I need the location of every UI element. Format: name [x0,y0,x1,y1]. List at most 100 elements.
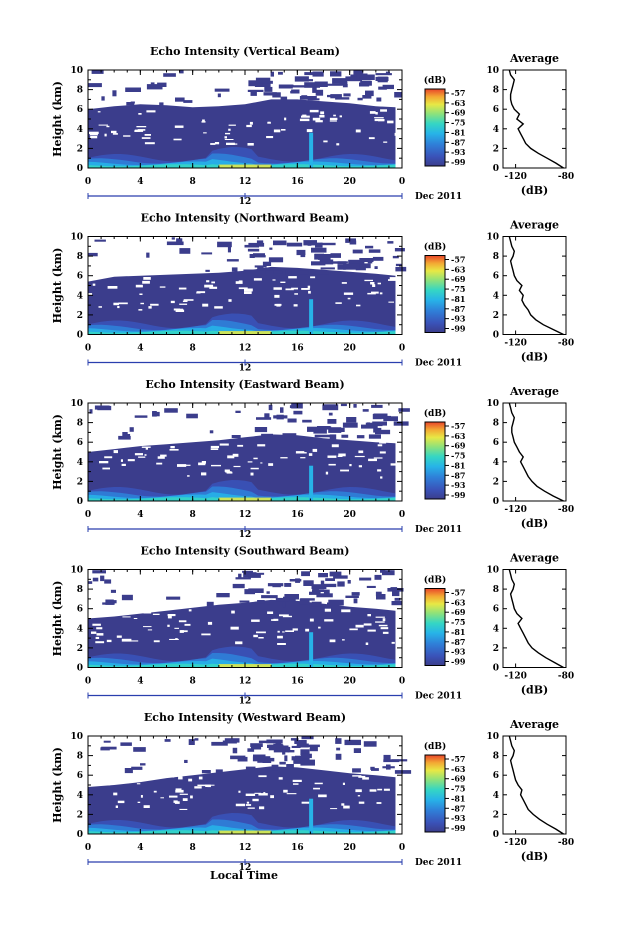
x-tick-label: 16 [291,677,304,687]
colorbar-tick-label: -57 [451,255,465,265]
y-tick-label: 8 [77,252,83,262]
colorbar-tick-label: -99 [451,657,466,667]
colorbar-tick-label: -69 [451,441,466,451]
y-tick-label: 0 [77,331,83,341]
average-x-tick-label: -120 [504,672,527,682]
echo-region [88,599,396,668]
panel-3: Echo Intensity (Southward Beam) 0 2 4 6 8 10 He… [51,545,574,707]
average-y-tick-label: 4 [493,291,499,301]
x-tick-label: 8 [190,843,196,853]
x-tick-label: 12 [239,677,252,687]
average-title: Average [509,385,559,398]
colorbar-tick-label: -69 [451,607,466,617]
average-y-tick-label: 2 [493,810,499,820]
panel-4: Echo Intensity (Westward Beam) 0 2 4 6 8 10 Hei… [51,711,574,873]
average-y-tick-label: 6 [493,771,499,781]
colorbar-tick-label: -93 [451,813,466,823]
average-title: Average [509,552,559,565]
y-tick-label: 8 [77,752,83,762]
x-tick-label: 0 [85,177,91,187]
panel-0: Echo Intensity (Vertical Beam) 0 2 4 6 8 10 Hei… [51,45,574,207]
colorbar-tick-label: -75 [451,451,465,461]
convective-column [309,798,314,834]
colorbar-tick-label: -57 [451,588,465,598]
colorbar-tick-label: -63 [451,98,466,108]
colorbar-unit: (dB) [424,741,446,752]
average-y-tick-label: 4 [493,791,499,801]
y-tick-label: 6 [77,605,83,615]
colorbar-tick-label: -87 [451,470,465,480]
y-axis-label: Height (km) [51,581,64,657]
average-y-tick-label: 0 [493,164,499,174]
panel-2: Echo Intensity (Eastward Beam) 0 2 4 6 8 10 Hei… [51,378,574,540]
average-frame [502,569,567,668]
colorbar-tick-label: -87 [451,637,465,647]
y-axis-label: Height (km) [51,414,64,490]
colorbar-tick-label: -57 [451,421,465,431]
average-x-label: (dB) [521,351,548,364]
echo-patches [88,237,407,312]
average-x-tick-label: -120 [504,505,527,515]
y-tick-label: 4 [77,125,83,135]
x-tick-label: 4 [137,177,143,187]
y-tick-label: 6 [77,105,83,115]
y-tick-label: 2 [77,144,83,154]
x-tick-label: 0 [85,344,91,354]
x-tick-label: 20 [343,510,356,520]
average-y-tick-label: 8 [493,252,499,262]
colorbar-unit: (dB) [424,575,446,586]
average-frame [502,402,567,502]
average-profile-line [508,735,564,835]
x-tick-label: 0 [399,510,405,520]
convective-column [309,299,314,335]
average-title: Average [509,52,559,65]
colorbar-tick-label: -87 [451,803,465,813]
colorbar-unit: (dB) [424,408,446,419]
y-tick-label: 8 [77,585,83,595]
x-tick-label: 20 [343,843,356,853]
average-x-label: (dB) [521,517,548,530]
y-tick-label: 8 [77,86,83,96]
date-label: Dec 2011 [415,858,462,868]
x-tick-label: 0 [85,843,91,853]
y-tick-label: 2 [77,644,83,654]
colorbar-tick-label: -81 [451,793,465,803]
x-tick-label: 0 [399,177,405,187]
colorbar-tick-label: -63 [451,431,466,441]
colorbar-tick-label: -99 [451,490,466,500]
colorbar-tick-label: -99 [451,823,466,833]
echo-region [88,434,396,501]
convective-column [309,132,314,168]
y-tick-label: 6 [77,771,83,781]
colorbar-tick-label: -57 [451,88,465,98]
y-tick-label: 6 [77,272,83,282]
average-y-tick-label: 8 [493,419,499,429]
x-tick-label: 0 [85,677,91,687]
panel-title: Echo Intensity (Vertical Beam) [150,45,340,58]
x-tick-label: 20 [343,344,356,354]
x-tick-label: 16 [291,177,304,187]
colorbar-tick-label: -69 [451,774,466,784]
convective-column [309,465,314,501]
average-y-tick-label: 8 [493,585,499,595]
y-tick-label: 10 [70,399,83,409]
colorbar-tick-label: -69 [451,108,466,118]
y-tick-label: 6 [77,438,83,448]
panel-title: Echo Intensity (Northward Beam) [141,212,350,225]
average-x-tick-label: -80 [558,172,574,182]
average-x-tick-label: -80 [558,838,574,848]
y-tick-label: 0 [77,664,83,674]
x-tick-label: 12 [239,344,252,354]
y-tick-label: 4 [77,291,83,301]
average-y-tick-label: 2 [493,311,499,321]
x-tick-label: 0 [399,677,405,687]
average-title: Average [509,219,559,232]
x-tick-label: 4 [137,843,143,853]
date-label: Dec 2011 [415,525,462,535]
colorbar-tick-label: -75 [451,617,465,627]
x-tick-label: 0 [399,843,405,853]
date-label: Dec 2011 [415,192,462,202]
average-y-tick-label: 10 [486,732,499,742]
colorbar-tick-label: -57 [451,754,465,764]
